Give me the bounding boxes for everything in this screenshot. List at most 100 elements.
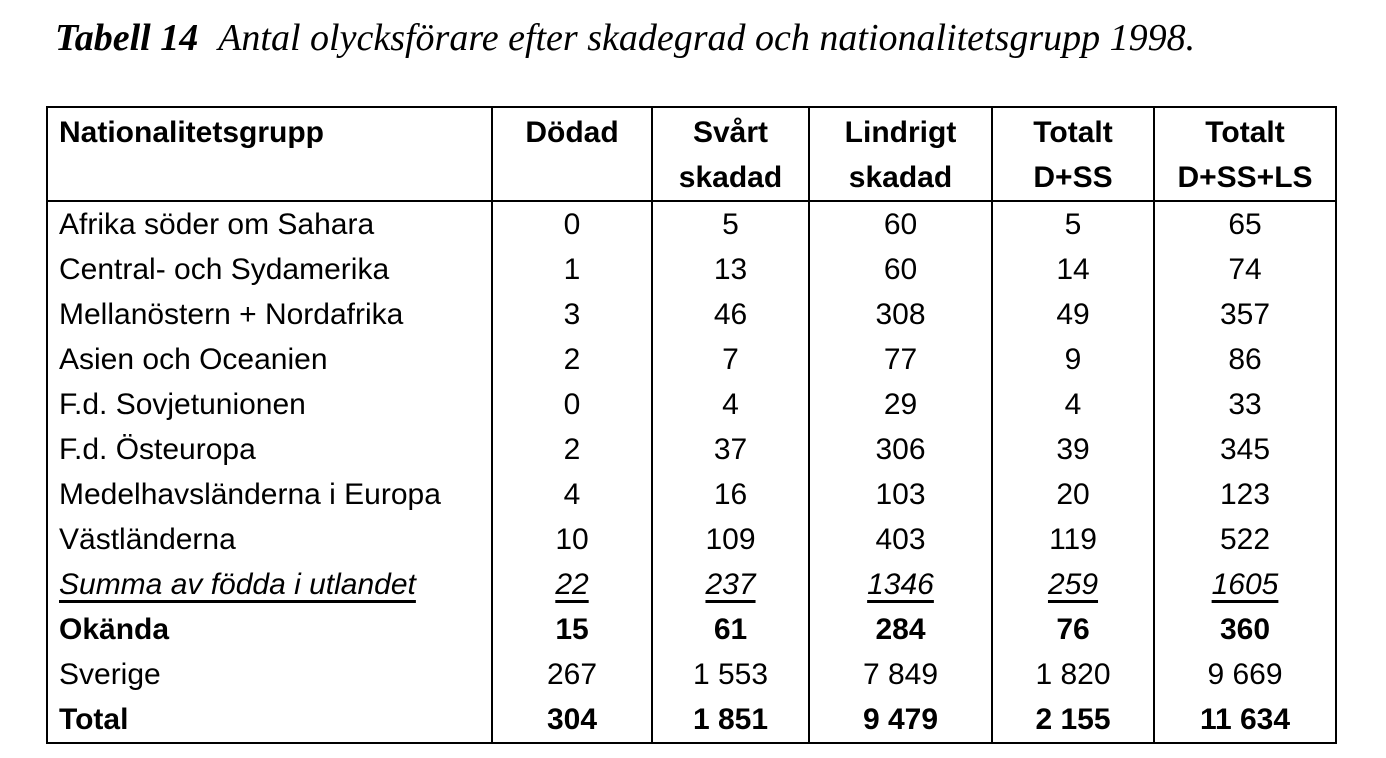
row-label: Sverige: [59, 658, 161, 691]
table-row: F.d. Sovjetunionen 0 4 29 4 33: [47, 382, 1336, 427]
table-row: Medelhavsländerna i Europa 4 16 103 20 1…: [47, 472, 1336, 517]
table-caption: Tabell 14 Antal olycksförare efter skadeg…: [55, 14, 1195, 62]
table-row: Mellanöstern + Nordafrika 3 46 308 49 35…: [47, 292, 1336, 337]
row-label: F.d. Sovjetunionen: [59, 388, 306, 421]
row-label: Mellanöstern + Nordafrika: [59, 298, 404, 331]
row-label: Total: [59, 703, 129, 736]
data-cell: 9: [991, 337, 1154, 382]
data-cell: 1346: [808, 562, 992, 607]
data-cell: 2 155: [991, 697, 1154, 743]
data-cell: 103: [808, 472, 992, 517]
table-row: Okända 15 61 284 76 360: [47, 607, 1336, 652]
column-header-nationalitetsgrupp: Nationalitetsgrupp: [47, 107, 492, 202]
data-cell: 284: [808, 607, 992, 652]
injury-by-nationality-table: Nationalitetsgrupp Dödad Svårt skadad Li…: [46, 106, 1337, 744]
data-cell: 7: [651, 337, 809, 382]
table-row: Asien och Oceanien 2 7 77 9 86: [47, 337, 1336, 382]
header-line: skadad: [848, 161, 953, 194]
data-cell: 37: [651, 427, 809, 472]
data-cell: 86: [1153, 337, 1336, 382]
row-label: Medelhavsländerna i Europa: [59, 478, 441, 511]
data-cell: 4: [651, 382, 809, 427]
data-cell: 74: [1153, 247, 1336, 292]
column-header-lindrigt-skadad: Lindrigt skadad: [808, 107, 992, 202]
table-row-subtotal: Summa av födda i utlandet 22 237 1346 25…: [47, 562, 1336, 607]
row-label: Afrika söder om Sahara: [59, 208, 375, 241]
data-cell: 39: [991, 427, 1154, 472]
caption-text: Antal olycksförare efter skadegrad och n…: [218, 17, 1196, 59]
data-cell: 46: [651, 292, 809, 337]
data-cell: 4: [491, 472, 652, 517]
data-cell: 1 851: [651, 697, 809, 743]
data-cell: 14: [991, 247, 1154, 292]
caption-label: Tabell 14: [55, 17, 199, 59]
data-cell: 65: [1153, 201, 1336, 247]
data-cell: 15: [491, 607, 652, 652]
data-cell: 259: [991, 562, 1154, 607]
data-cell: 123: [1153, 472, 1336, 517]
column-header-totalt-d-ss: Totalt D+SS: [991, 107, 1154, 202]
data-cell: 1 820: [991, 652, 1154, 697]
data-cell: 360: [1153, 607, 1336, 652]
data-cell: 267: [491, 652, 652, 697]
header-line: Lindrigt: [844, 116, 957, 149]
data-cell: 5: [651, 201, 809, 247]
data-cell: 49: [991, 292, 1154, 337]
data-cell: 2: [491, 337, 652, 382]
data-cell: 9 479: [808, 697, 992, 743]
row-label: Västländerna: [59, 523, 236, 556]
column-header-svart-skadad: Svårt skadad: [651, 107, 809, 202]
table-row: Central- och Sydamerika 1 13 60 14 74: [47, 247, 1336, 292]
data-cell: 13: [651, 247, 809, 292]
table-row: Afrika söder om Sahara 0 5 60 5 65: [47, 201, 1336, 247]
column-header-totalt-d-ss-ls: Totalt D+SS+LS: [1153, 107, 1336, 202]
row-label: Summa av födda i utlandet: [59, 568, 416, 601]
header-line: D+SS: [1033, 161, 1113, 194]
header-row: Nationalitetsgrupp Dödad Svårt skadad Li…: [47, 107, 1336, 202]
data-cell: 22: [491, 562, 652, 607]
row-label: F.d. Östeuropa: [59, 433, 256, 466]
data-cell: 77: [808, 337, 992, 382]
column-header-dodad: Dödad: [491, 107, 652, 202]
data-cell: 522: [1153, 517, 1336, 562]
row-label: Central- och Sydamerika: [59, 253, 390, 286]
header-line: Dödad: [525, 116, 619, 149]
header-line: Svårt: [692, 116, 769, 149]
row-label: Asien och Oceanien: [59, 343, 328, 376]
header-line: Totalt: [1205, 116, 1285, 149]
data-cell: 2: [491, 427, 652, 472]
data-cell: 20: [991, 472, 1154, 517]
table-row: Västländerna 10 109 403 119 522: [47, 517, 1336, 562]
data-cell: 304: [491, 697, 652, 743]
data-cell: 403: [808, 517, 992, 562]
data-cell: 109: [651, 517, 809, 562]
data-cell: 119: [991, 517, 1154, 562]
header-line: Totalt: [1033, 116, 1113, 149]
data-cell: 3: [491, 292, 652, 337]
data-cell: 237: [651, 562, 809, 607]
data-cell: 7 849: [808, 652, 992, 697]
row-label: Okända: [59, 613, 170, 646]
data-cell: 61: [651, 607, 809, 652]
data-cell: 10: [491, 517, 652, 562]
data-cell: 76: [991, 607, 1154, 652]
data-cell: 9 669: [1153, 652, 1336, 697]
data-cell: 60: [808, 201, 992, 247]
data-cell: 33: [1153, 382, 1336, 427]
header-line: skadad: [678, 161, 783, 194]
data-cell: 5: [991, 201, 1154, 247]
table-row: F.d. Östeuropa 2 37 306 39 345: [47, 427, 1336, 472]
data-cell: 308: [808, 292, 992, 337]
header-line: D+SS+LS: [1177, 161, 1313, 194]
data-cell: 29: [808, 382, 992, 427]
data-cell: 60: [808, 247, 992, 292]
data-cell: 345: [1153, 427, 1336, 472]
data-cell: 0: [491, 201, 652, 247]
data-cell: 0: [491, 382, 652, 427]
data-cell: 1605: [1153, 562, 1336, 607]
table-row-total: Total 304 1 851 9 479 2 155 11 634: [47, 697, 1336, 743]
data-cell: 4: [991, 382, 1154, 427]
data-cell: 1 553: [651, 652, 809, 697]
data-cell: 1: [491, 247, 652, 292]
